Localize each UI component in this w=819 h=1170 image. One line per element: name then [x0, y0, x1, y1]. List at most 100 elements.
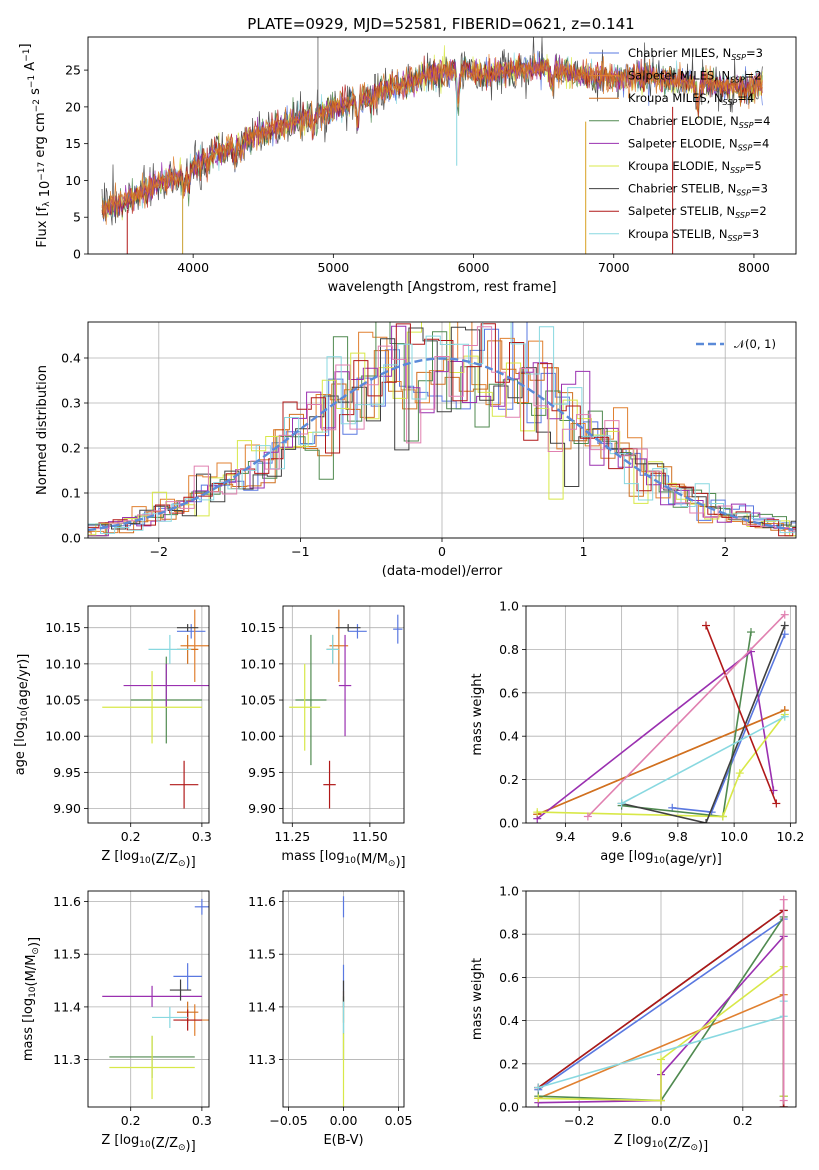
y-tick-label: 1.0	[499, 884, 519, 899]
weight-marker	[583, 812, 592, 821]
errorbar-point	[148, 634, 192, 664]
x-axis-label: wavelength [Angstrom, rest frame]	[328, 280, 557, 295]
histogram-step	[88, 322, 796, 534]
x-tick-label: 1	[580, 544, 588, 559]
errorbar-point	[123, 663, 209, 708]
y-tick-label: 0.0	[61, 531, 81, 546]
legend-entry: Kroupa STELIB, NSSP=3	[628, 227, 759, 243]
panel-mass-vs-Z: 0.2 0.3 11.3 11.4 11.5 11.6 Z [log10(Z/Z⊙)] mas…	[21, 890, 212, 1154]
y-tick-label: 10.10	[240, 656, 276, 671]
plot-area	[533, 610, 789, 823]
weight-marker	[534, 1083, 543, 1092]
errorbar-point	[335, 624, 361, 632]
weight-marker	[780, 712, 789, 721]
y-tick-label: 11.5	[248, 947, 276, 962]
x-tick-label: 6000	[458, 260, 490, 275]
plot-area	[102, 898, 209, 1100]
panel-mass-vs-EBV: −0.05 0.00 0.05 11.3 11.4 11.5 11.6 E(B-V)	[248, 890, 413, 1148]
x-tick-label: 10.0	[720, 829, 748, 844]
y-tick-label: 10.05	[45, 693, 81, 708]
y-tick-label: 0.2	[499, 1056, 519, 1071]
y-tick-label: 0.4	[61, 351, 81, 366]
y-axis-label: mass weight	[470, 673, 485, 755]
y-tick-label: 11.6	[53, 894, 81, 909]
y-tick-label: 10	[65, 173, 81, 188]
weight-line	[621, 715, 786, 805]
x-tick-label: 8000	[738, 260, 770, 275]
errorbar-point	[326, 634, 339, 664]
weight-marker	[702, 621, 710, 630]
weight-line	[672, 633, 786, 813]
histogram-step	[88, 322, 796, 534]
y-tick-label: 1.0	[499, 599, 519, 614]
weight-marker	[702, 819, 710, 823]
errorbar-point	[102, 985, 202, 1007]
x-tick-label: −0.05	[269, 1113, 307, 1128]
x-tick-label: 10.2	[776, 829, 804, 844]
weight-marker	[735, 769, 744, 778]
y-axis-label: Normed distribution	[35, 365, 50, 495]
errorbar-point	[176, 624, 206, 639]
histogram-step	[88, 326, 796, 532]
y-tick-label: 25	[65, 63, 81, 78]
x-tick-label: 0.05	[385, 1113, 413, 1128]
errorbar-point	[289, 663, 321, 751]
x-tick-label: 0.2	[121, 829, 141, 844]
weight-line	[587, 614, 786, 818]
y-tick-label: 10.00	[240, 729, 276, 744]
y-tick-label: 0.6	[499, 685, 519, 700]
x-tick-label: 0.00	[330, 1113, 358, 1128]
y-tick-label: 20	[65, 99, 81, 114]
y-tick-label: 0.8	[499, 642, 519, 657]
y-tick-label: 11.5	[53, 947, 81, 962]
x-tick-label: 9.4	[555, 829, 575, 844]
weight-marker	[780, 621, 789, 630]
y-tick-label: 0.2	[61, 441, 81, 456]
legend-entry: Chabrier STELIB, NSSP=3	[628, 182, 768, 198]
plot-area	[88, 322, 796, 537]
axes-frame	[87, 890, 210, 1108]
axes-frame	[525, 605, 797, 824]
plot-area	[289, 609, 403, 809]
x-tick-label: −1	[291, 544, 309, 559]
y-tick-label: 11.6	[248, 894, 276, 909]
weight-marker	[657, 1096, 665, 1105]
weight-marker	[772, 799, 781, 808]
y-axis-label: mass [log10(M/M⊙)]	[21, 937, 42, 1061]
errorbar-point	[109, 1035, 195, 1100]
errorbar-point	[173, 963, 202, 990]
spectrum-line	[101, 37, 763, 226]
x-tick-label: 9.8	[668, 829, 688, 844]
legend: Chabrier MILES, NSSP=3 Salpeter MILES, NS…	[589, 46, 770, 243]
y-tick-label: 0.3	[61, 396, 81, 411]
x-axis-label: mass [log10(M/M⊙)]	[281, 849, 405, 870]
x-tick-label: 0.2	[733, 1113, 753, 1128]
errorbar-point	[169, 979, 192, 1001]
legend-entry: Chabrier ELODIE, NSSP=4	[628, 114, 770, 130]
legend-entry: Kroupa MILES, NSSP=4	[628, 91, 754, 107]
y-tick-label: 10.15	[240, 620, 276, 635]
x-axis-label: age [log10(age/yr)]	[600, 849, 722, 867]
weight-line	[537, 714, 786, 818]
x-tick-label: −2	[150, 544, 168, 559]
errorbar-point	[176, 624, 199, 632]
y-tick-label: 10.10	[45, 656, 81, 671]
plot-area	[534, 895, 788, 1107]
weight-marker	[617, 799, 626, 808]
axes-frame	[525, 890, 797, 1108]
y-tick-label: 9.95	[53, 765, 81, 780]
y-axis-label: Flux [fλ 10−17 erg cm−2 s−1 A−1]	[18, 43, 53, 247]
y-tick-label: 15	[65, 136, 81, 151]
legend: 𝒩(0, 1)	[696, 337, 776, 351]
weight-marker	[657, 1055, 665, 1064]
y-tick-label: 10.15	[45, 620, 81, 635]
plot-area	[102, 609, 209, 809]
y-tick-label: 0.8	[499, 927, 519, 942]
panel-age-vs-Z: 0.2 0.3 9.90 9.95 10.00 10.05 10.10 10.15 Z [log…	[13, 605, 212, 870]
spectrum-line	[101, 55, 763, 219]
legend-entry: Salpeter MILES, NSSP=2	[628, 69, 762, 85]
x-axis-label: E(B-V)	[323, 1133, 363, 1148]
x-axis-label: (data-model)/error	[382, 564, 503, 579]
errorbar-point	[173, 1009, 202, 1031]
x-tick-label: 7000	[598, 260, 630, 275]
